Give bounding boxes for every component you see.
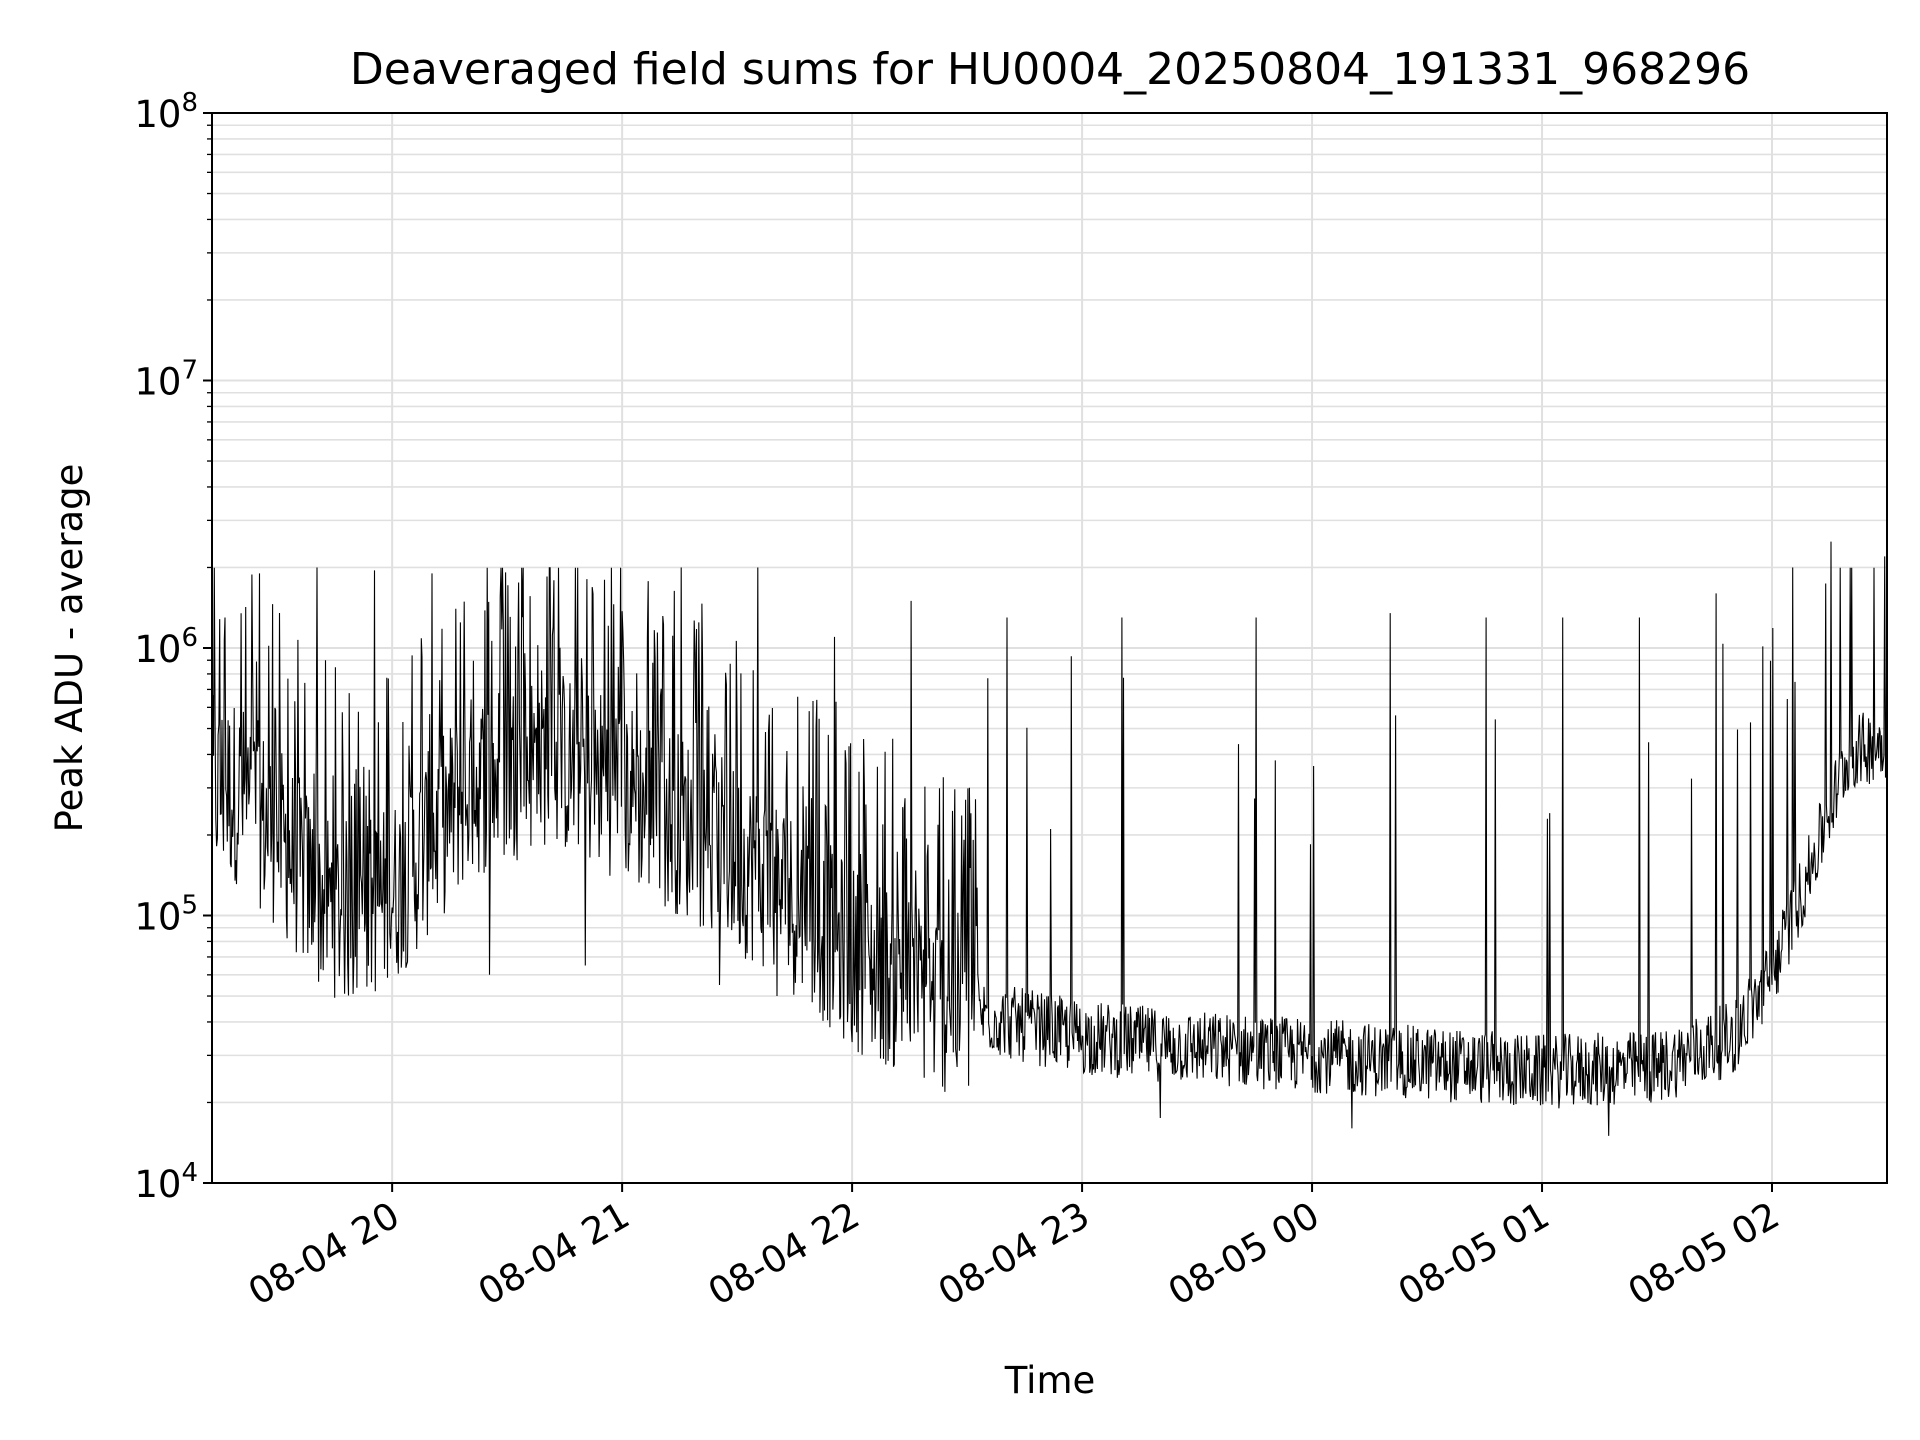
y-tick-label: 108 [134,88,198,136]
y-tick-label: 104 [134,1158,198,1206]
plot-area [212,541,1887,1136]
series-line [212,541,1887,1136]
y-tick-label-exponent: 4 [181,1158,198,1188]
y-tick-label-exponent: 8 [181,88,198,118]
y-axis-label: Peak ADU - average [48,464,91,833]
y-tick-label-exponent: 6 [181,623,198,653]
grid-lines [212,112,1887,1184]
y-tick-label-base: 10 [134,93,181,136]
y-tick-label: 105 [134,891,198,939]
y-tick-label-base: 10 [134,361,181,404]
x-axis-label: Time [1004,1359,1096,1402]
y-tick-label-exponent: 7 [181,356,198,386]
chart-title: Deaveraged field sums for HU0004_2025080… [350,44,1750,95]
y-tick-label: 107 [134,356,198,404]
y-tick-label-base: 10 [134,1163,181,1206]
y-tick-label-exponent: 5 [181,891,198,921]
y-tick-label: 106 [134,623,198,671]
y-tick-label-base: 10 [134,628,181,671]
y-tick-label-base: 10 [134,896,181,939]
